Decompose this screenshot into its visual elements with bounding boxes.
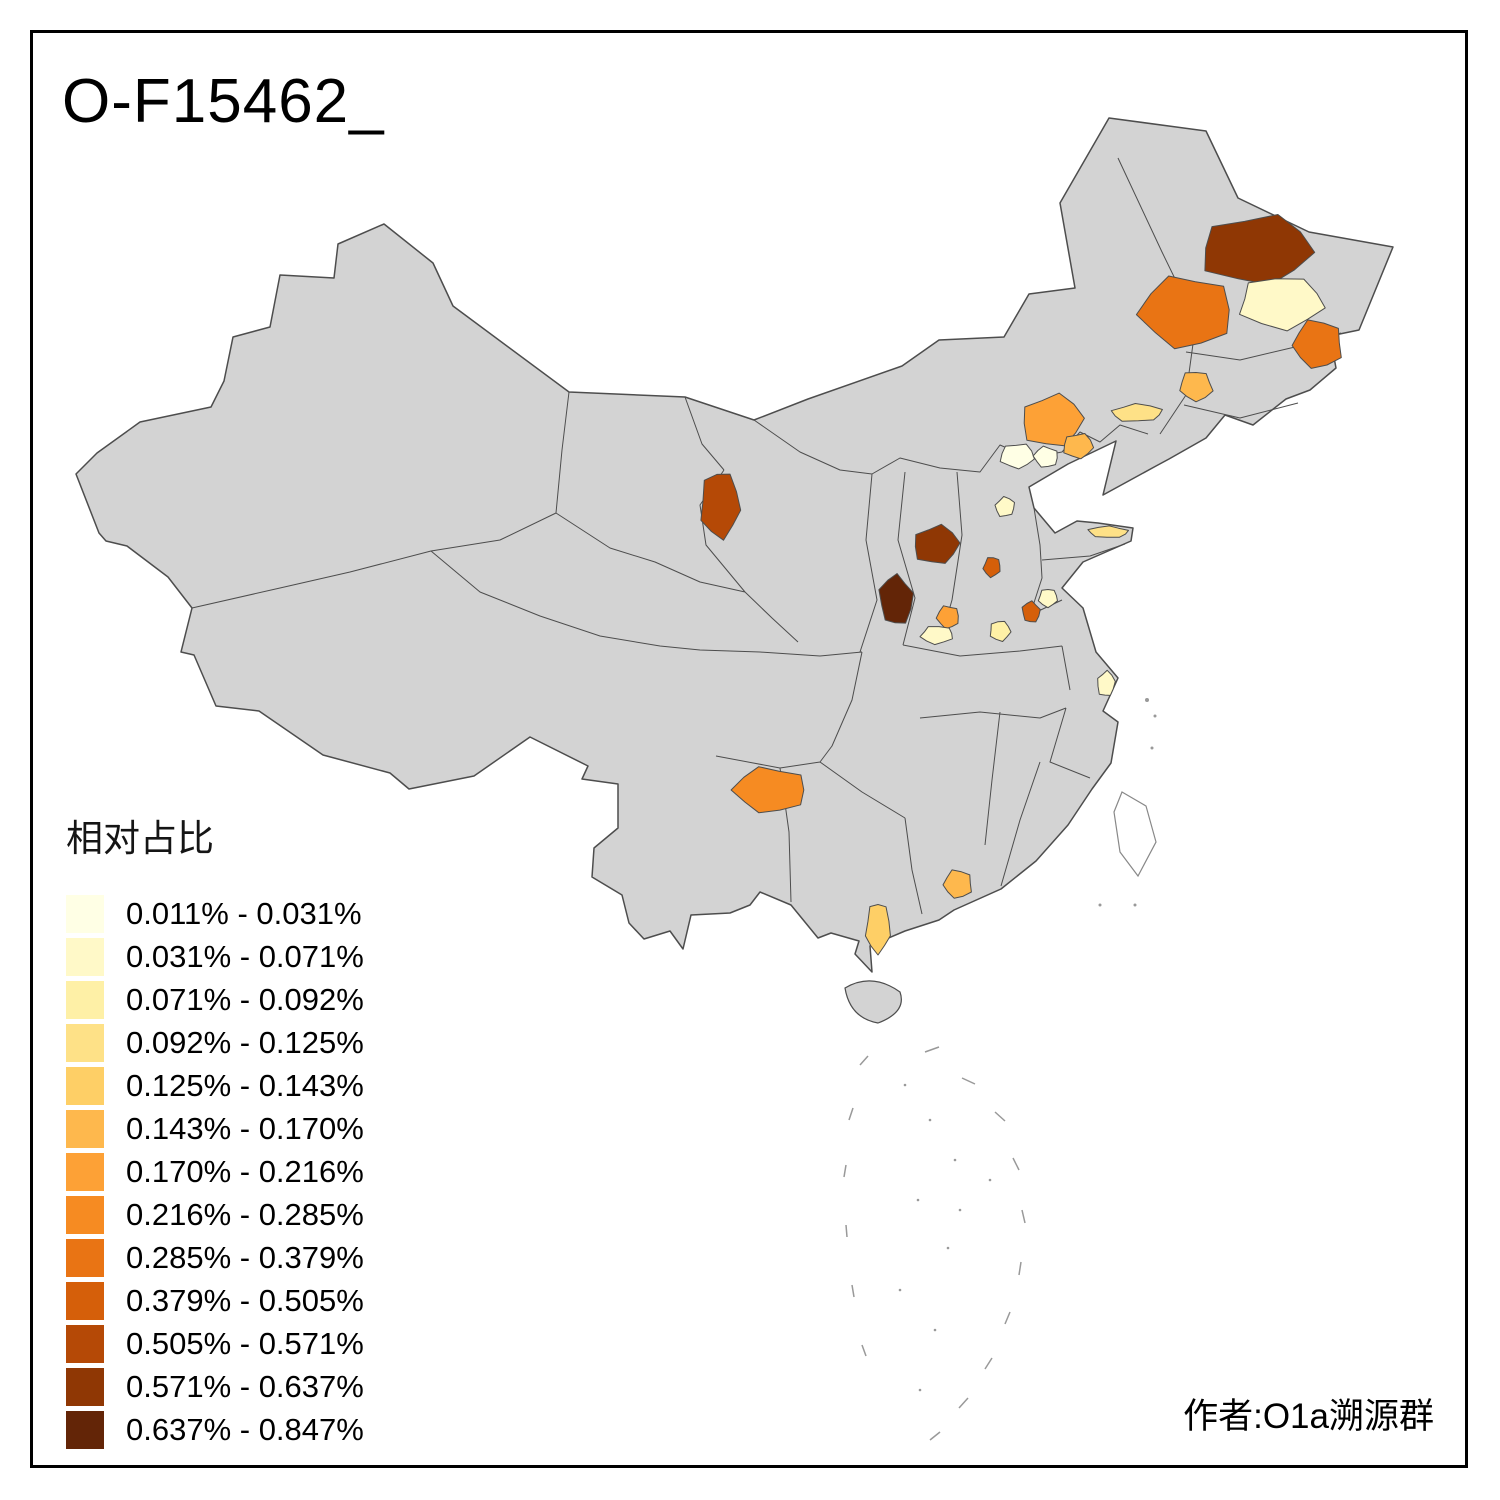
map-region [878,573,914,624]
map-region [1021,600,1041,623]
legend-label: 0.505% - 0.571% [126,1325,364,1361]
legend-row: 0.031% - 0.071% [66,935,364,978]
legend-swatch [66,1281,104,1320]
map-region [1032,445,1058,468]
south-china-sea-islets [898,1083,992,1392]
legend-swatch [66,1195,104,1234]
map-region [1135,275,1230,350]
legend-label: 0.143% - 0.170% [126,1110,364,1146]
legend-bins: 0.011% - 0.031% 0.031% - 0.071% 0.071% - 0… [66,892,364,1451]
legend-row: 0.092% - 0.125% [66,1021,364,1064]
legend-swatch [66,1066,104,1105]
south-china-sea-dashes [843,1046,1026,1441]
legend-label: 0.071% - 0.092% [126,981,364,1017]
plot-title: O-F15462_ [62,67,385,136]
legend-title: 相对占比 [66,818,214,859]
map-region [1087,525,1129,538]
legend-swatch [66,980,104,1019]
legend-row: 0.143% - 0.170% [66,1107,364,1150]
map-region [1037,589,1058,609]
map-region [994,496,1015,517]
map-region [730,766,805,814]
map-region [1179,372,1214,403]
legend-swatch [66,1152,104,1191]
legend-row: 0.125% - 0.143% [66,1064,364,1107]
legend-swatch [66,1324,104,1363]
map-region [1110,403,1163,422]
map-regions-group [700,214,1342,956]
legend-swatch [66,894,104,933]
legend-row: 0.379% - 0.505% [66,1279,364,1322]
map-region [1239,278,1326,332]
legend-row: 0.285% - 0.379% [66,1236,364,1279]
map-region [935,605,959,630]
legend-row: 0.571% - 0.637% [66,1365,364,1408]
legend-swatch [66,1410,104,1449]
map-region [700,473,742,541]
legend-row: 0.170% - 0.216% [66,1150,364,1193]
legend-label: 0.092% - 0.125% [126,1024,364,1060]
map-region [942,869,972,899]
legend-swatch [66,1109,104,1148]
legend-label: 0.637% - 0.847% [126,1411,364,1447]
coastal-islets [1098,698,1157,907]
legend-label: 0.571% - 0.637% [126,1368,364,1404]
legend-label: 0.125% - 0.143% [126,1067,364,1103]
legend-label: 0.285% - 0.379% [126,1239,364,1275]
legend-label: 0.379% - 0.505% [126,1282,364,1318]
legend-label: 0.031% - 0.071% [126,938,364,974]
map-region [864,904,891,956]
hainan-island [844,980,902,1024]
map-region [982,557,1001,579]
legend-swatch [66,1238,104,1277]
legend-swatch [66,1023,104,1062]
attribution: 作者:O1a溯源群 [1183,1397,1434,1436]
mainland-outline [75,117,1394,973]
legend-row: 0.505% - 0.571% [66,1322,364,1365]
legend-row: 0.637% - 0.847% [66,1408,364,1451]
legend-label: 0.170% - 0.216% [126,1153,364,1189]
legend-label: 0.216% - 0.285% [126,1196,364,1232]
map-region [914,523,961,564]
legend-swatch [66,937,104,976]
map-region [999,443,1035,470]
map-region [1204,214,1316,286]
map-region [1063,433,1095,460]
map-region [1097,669,1116,696]
map-region [1023,392,1085,447]
map-region [919,626,953,646]
legend: 相对占比 0.011% - 0.031% 0.031% - 0.071% 0.071… [66,808,364,1451]
legend-row: 0.216% - 0.285% [66,1193,364,1236]
map-region [989,620,1012,642]
legend-row: 0.011% - 0.031% [66,892,364,935]
legend-label: 0.011% - 0.031% [126,895,362,931]
taiwan-island [1113,791,1157,878]
legend-swatch [66,1367,104,1406]
legend-row: 0.071% - 0.092% [66,978,364,1021]
map-region [1291,319,1342,369]
